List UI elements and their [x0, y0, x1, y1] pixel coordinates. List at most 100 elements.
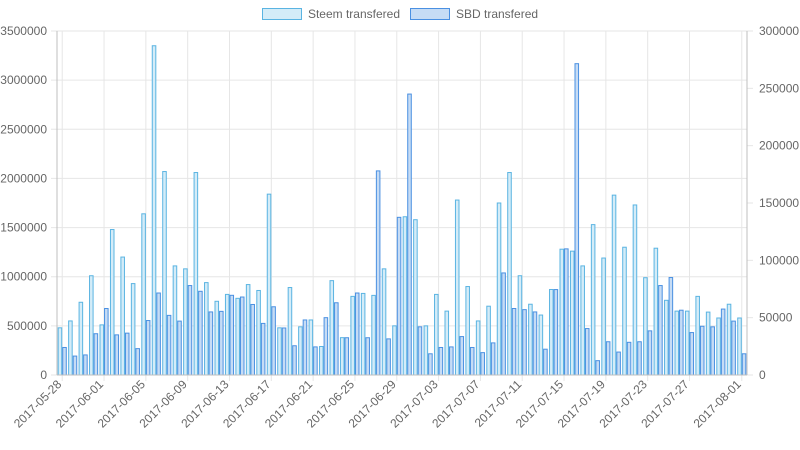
bar-sbd [187, 285, 193, 376]
bar-sbd [469, 346, 475, 376]
legend-item-steem[interactable]: Steem transfered [261, 7, 400, 21]
bar-steem [89, 275, 94, 376]
bar-sbd [584, 328, 590, 376]
bar-sbd [271, 306, 276, 376]
bar-steem [622, 246, 627, 376]
bar-sbd [616, 351, 621, 376]
bar-steem [162, 171, 167, 376]
y-right-tick-label: 200000 [759, 139, 799, 153]
bar-sbd [166, 314, 172, 376]
y-right-tick-label: 0 [759, 368, 766, 382]
bar-steem [68, 320, 73, 376]
y-right-tick-label: 100000 [759, 253, 799, 267]
bar-sbd [710, 326, 715, 376]
bar-sbd [564, 248, 569, 376]
bar-steem [204, 282, 209, 376]
bar-sbd [62, 346, 67, 376]
y-right-tick-label: 50000 [759, 311, 793, 325]
bar-sbd [699, 325, 705, 376]
bar-sbd [459, 336, 465, 376]
bar-sbd [313, 346, 318, 376]
x-tick-label: 2017-08-01 [691, 377, 745, 431]
bar-steem [454, 199, 460, 376]
bar-sbd [480, 352, 485, 376]
bar-sbd [647, 330, 653, 376]
bar-steem [141, 213, 146, 376]
legend-item-sbd[interactable]: SBD transfered [410, 7, 538, 21]
bar-sbd [396, 216, 402, 376]
bar-steem [528, 303, 533, 376]
bar-sbd [428, 353, 433, 376]
bar-steem [266, 193, 272, 376]
bar-steem [726, 303, 732, 376]
bar-sbd [449, 346, 454, 376]
bar-steem [538, 314, 544, 376]
bar-steem [465, 286, 470, 376]
bar-steem [705, 311, 711, 376]
bar-steem [99, 324, 105, 376]
bar-steem [381, 268, 387, 376]
bar-sbd [553, 289, 559, 376]
bar-steem [632, 204, 638, 376]
bar-sbd [438, 346, 444, 376]
bar-steem [517, 275, 523, 376]
y-left-tick-label: 2500000 [0, 122, 47, 136]
bar-sbd [731, 320, 736, 376]
bar-sbd [104, 307, 109, 376]
bar-steem [475, 320, 481, 376]
bar-sbd [720, 308, 726, 376]
bar-sbd [208, 311, 214, 376]
bar-sbd [260, 322, 266, 376]
bar-sbd [626, 341, 632, 376]
legend-label-sbd: SBD transfered [456, 7, 539, 21]
bar-sbd [532, 311, 538, 376]
bar-sbd [522, 309, 527, 376]
bar-sbd [177, 320, 182, 376]
bar-steem [277, 327, 282, 376]
bar-sbd [281, 327, 287, 376]
bar-sbd [239, 296, 245, 376]
legend-swatch-sbd [410, 8, 450, 20]
bar-steem [371, 294, 376, 376]
bar-steem [695, 295, 700, 376]
bar-sbd [72, 355, 78, 376]
bar-sbd [574, 63, 580, 376]
bar-steem [235, 297, 240, 376]
bar-sbd [417, 326, 423, 376]
y-left-tick-label: 500000 [7, 319, 47, 333]
bar-steem [590, 224, 596, 376]
bar-sbd [229, 294, 235, 376]
bar-steem [78, 301, 84, 376]
bar-sbd [365, 337, 370, 376]
bar-sbd [93, 333, 99, 376]
y-left-tick-label: 2000000 [0, 171, 47, 185]
y-right-tick-label: 250000 [759, 81, 799, 95]
bar-steem [308, 319, 314, 376]
bar-sbd [386, 338, 391, 376]
bar-sbd [637, 341, 642, 376]
bar-steem [109, 229, 115, 376]
y-left-tick-label: 1000000 [0, 270, 47, 284]
bar-steem [120, 256, 125, 376]
bar-steem [57, 327, 63, 376]
bar-steem [507, 172, 512, 376]
y-left-tick-label: 1500000 [0, 221, 47, 235]
bar-sbd [219, 310, 224, 376]
y-right-tick-label: 150000 [759, 196, 799, 210]
bar-steem [716, 317, 721, 376]
bar-steem [434, 293, 439, 376]
bar-steem [664, 299, 669, 376]
bar-sbd [292, 345, 297, 376]
bar-sbd [375, 170, 381, 376]
bar-steem [256, 289, 261, 376]
bar-steem [130, 283, 136, 376]
bar-steem [653, 247, 659, 376]
bar-sbd [250, 303, 255, 376]
bar-sbd [741, 353, 747, 376]
bar-sbd [135, 348, 140, 376]
bar-steem [684, 310, 690, 376]
bar-steem [486, 305, 491, 376]
bar-sbd [323, 317, 329, 376]
bar-steem [350, 295, 355, 376]
bar-steem [214, 300, 220, 376]
